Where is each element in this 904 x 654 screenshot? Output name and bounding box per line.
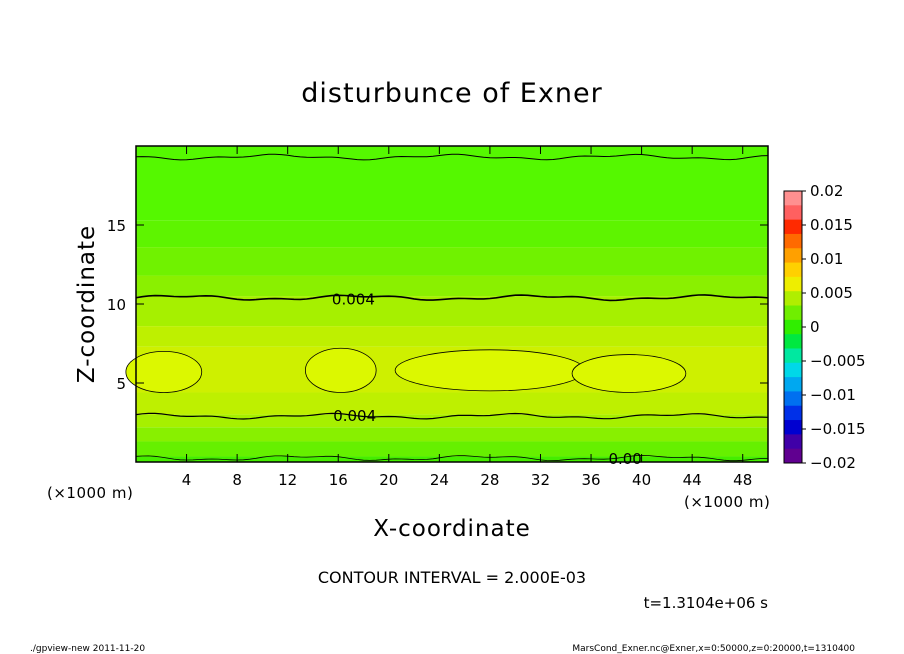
field-layer-10 [136, 220, 768, 248]
field-layer-6 [136, 326, 768, 347]
x-tick-label-4: 20 [379, 471, 398, 489]
colorbar-cell-17 [784, 434, 802, 450]
x-tick-label-3: 16 [329, 471, 348, 489]
footer-right: MarsCond_Exner.nc@Exner,x=0:50000,z=0:20… [572, 644, 855, 654]
colorbar-cell-13 [784, 377, 802, 392]
contour-label-2: 0.00 [608, 450, 641, 468]
colorbar-cell-8 [784, 305, 802, 321]
x-unit-label: (×1000 m) [684, 493, 770, 511]
colorbar-label-7: −0.015 [810, 420, 866, 438]
field-layer-2 [136, 427, 768, 442]
colorbar-cell-2 [784, 219, 802, 235]
contour-line-1 [135, 412, 769, 420]
y-tick-label-2: 15 [107, 217, 126, 235]
colorbar-cell-0 [784, 191, 802, 206]
contour-label-0: 0.004 [332, 290, 375, 308]
y-tick-label-1: 10 [107, 296, 126, 314]
colorbar-cell-16 [784, 420, 802, 435]
colorbar-cell-1 [784, 205, 802, 221]
colorbar-label-3: 0.005 [810, 284, 853, 302]
field-layer-9 [136, 247, 768, 276]
colorbar-cell-9 [784, 319, 802, 335]
colorbar-label-0: 0.02 [810, 182, 843, 200]
x-tick-label-5: 24 [430, 471, 449, 489]
y-axis-title: Z-coordinate [74, 225, 100, 383]
field-layers [125, 146, 768, 462]
field-layer-3 [136, 414, 768, 428]
field-layer-7 [136, 296, 768, 327]
colorbar [783, 190, 803, 464]
colorbar-cell-6 [784, 276, 802, 292]
y-unit-label: (×1000 m) [47, 484, 133, 502]
field-layer-1 [136, 441, 768, 457]
colorbar-label-2: 0.01 [810, 250, 843, 268]
colorbar-cell-14 [784, 391, 802, 407]
x-tick-label-7: 32 [531, 471, 550, 489]
footer-left: ./gpview-new 2011-11-20 [30, 644, 145, 654]
colorbar-cell-5 [784, 262, 802, 278]
x-tick-label-6: 28 [480, 471, 499, 489]
colorbar-cell-12 [784, 362, 802, 378]
field-layer-8 [136, 275, 768, 297]
x-tick-label-1: 8 [232, 471, 242, 489]
x-axis-ticks: 4 8 12 16 20 24 28 32 36 40 44 48 [182, 146, 752, 489]
colorbar-cell-15 [784, 405, 802, 421]
colorbar-label-5: −0.005 [810, 352, 866, 370]
field-layer-11 [136, 146, 768, 221]
contour-label-1: 0.004 [333, 407, 376, 425]
colorbar-label-1: 0.015 [810, 216, 853, 234]
contour-lines [135, 153, 769, 462]
contour-interval-note: CONTOUR INTERVAL = 2.000E-03 [318, 568, 586, 587]
colorbar-label-6: −0.01 [810, 386, 856, 404]
x-tick-label-8: 36 [581, 471, 600, 489]
contour-labels: 0.004 0.004 0.00 [332, 290, 642, 468]
field-peak-2 [394, 349, 586, 392]
x-tick-label-2: 12 [278, 471, 297, 489]
x-tick-label-10: 44 [683, 471, 702, 489]
colorbar-label-4: 0 [810, 318, 820, 336]
field-peak-1 [304, 347, 377, 393]
x-tick-label-9: 40 [632, 471, 651, 489]
colorbar-cell-7 [784, 291, 802, 307]
field-layer-0 [136, 456, 768, 462]
colorbar-cell-18 [784, 448, 802, 464]
contour-line-0 [135, 294, 769, 302]
y-axis-ticks: 5 10 15 [107, 217, 768, 393]
field-layer-4 [136, 392, 768, 415]
x-tick-label-11: 48 [733, 471, 752, 489]
contour-line-2 [135, 454, 769, 462]
field-peak-3 [571, 354, 687, 393]
time-label: t=1.3104e+06 s [644, 594, 769, 612]
field-peak-0 [125, 350, 203, 393]
x-axis-title: X-coordinate [373, 516, 531, 542]
colorbar-cell-4 [784, 248, 802, 264]
y-tick-label-0: 5 [116, 375, 126, 393]
x-tick-label-0: 4 [182, 471, 192, 489]
colorbar-cell-3 [784, 233, 802, 249]
chart-title: disturbunce of Exner [301, 78, 602, 109]
colorbar-cell-10 [784, 334, 802, 349]
colorbar-cell-11 [784, 348, 802, 364]
colorbar-labels: 0.02 0.015 0.01 0.005 0 −0.005 −0.01 −0.015 −0.0… [802, 182, 866, 472]
colorbar-label-8: −0.02 [810, 454, 856, 472]
contour-line-3 [135, 153, 769, 161]
